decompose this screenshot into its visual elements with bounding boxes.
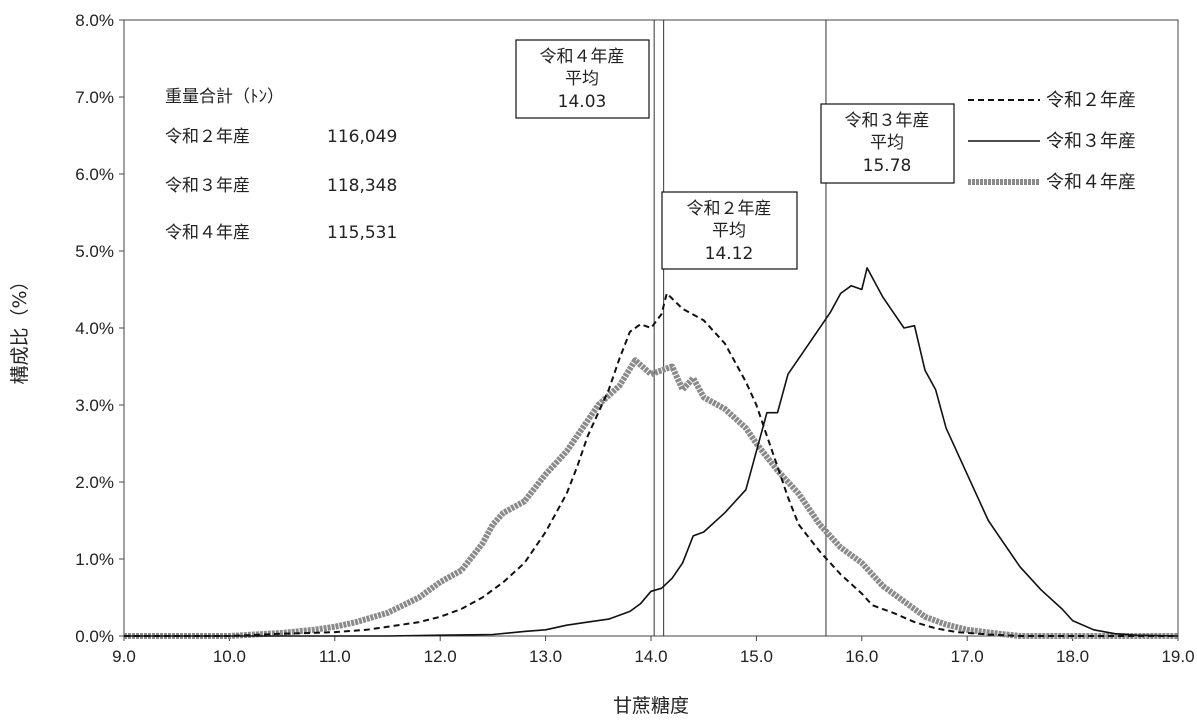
legend: 令和２年産 令和３年産 令和４年産: [968, 90, 1136, 193]
y-tick-label: 0.0%: [75, 627, 114, 646]
y-axis-title: 構成比（%）: [9, 271, 31, 384]
plot-area: [123, 19, 1179, 637]
x-tick-label: 18.0: [1056, 647, 1089, 666]
totals-block: 重量合計（ﾄﾝ） 令和２年産 116,049 令和３年産 118,348 令和４…: [165, 87, 397, 243]
y-tick-label: 3.0%: [75, 396, 114, 415]
annotation-label: 平均: [712, 221, 746, 241]
y-axis: 0.0% 1.0% 2.0% 3.0% 4.0% 5.0% 6.0% 7.0% 8.0%: [75, 11, 124, 646]
x-axis: 9.0 10.0 11.0 12.0 13.0 14.0 15.0 16.0 17.0 18.0 1…: [112, 636, 1195, 666]
x-tick-label: 10.0: [213, 647, 246, 666]
totals-row-label: 令和３年産: [165, 176, 250, 196]
y-tick-label: 1.0%: [75, 550, 114, 569]
annotation-label: 平均: [565, 69, 599, 89]
annotation-box: [820, 103, 955, 184]
x-tick-label: 17.0: [951, 647, 984, 666]
annotation-label: 令和２年産: [687, 199, 772, 219]
totals-title: 重量合計（ﾄﾝ）: [165, 87, 284, 107]
annotation-label: 令和３年産: [845, 111, 930, 131]
totals-row-value: 118,348: [327, 176, 397, 196]
x-tick-label: 16.0: [845, 647, 878, 666]
annotation-r4-average: 令和４年産 平均 14.03: [515, 39, 650, 119]
annotation-box: [515, 39, 650, 119]
series-line-r3: [124, 267, 1179, 637]
x-axis-title: 甘蔗糖度: [613, 695, 689, 717]
y-tick-label: 6.0%: [75, 165, 114, 184]
y-tick-label: 7.0%: [75, 88, 114, 107]
totals-row-value: 115,531: [327, 223, 397, 243]
legend-label: 令和３年産: [1046, 131, 1136, 152]
y-tick-label: 5.0%: [75, 242, 114, 261]
totals-row-value: 116,049: [327, 127, 397, 147]
totals-row-label: 令和４年産: [165, 223, 250, 243]
y-tick-label: 8.0%: [75, 11, 114, 30]
annotation-r3-average: 令和３年産 平均 15.78: [820, 103, 955, 184]
x-tick-label: 11.0: [319, 647, 351, 666]
x-tick-label: 15.0: [740, 647, 773, 666]
annotation-value: 14.03: [558, 92, 607, 112]
y-tick-label: 2.0%: [75, 473, 114, 492]
annotation-r2-average: 令和２年産 平均 14.12: [661, 191, 798, 270]
annotation-value: 14.12: [705, 244, 754, 264]
legend-label: 令和２年産: [1046, 90, 1136, 111]
annotation-value: 15.78: [863, 156, 912, 176]
annotation-label: 平均: [870, 133, 904, 153]
annotation-box: [661, 191, 798, 270]
x-tick-label: 9.0: [112, 647, 136, 666]
annotation-label: 令和４年産: [540, 47, 625, 67]
y-tick-label: 4.0%: [75, 319, 114, 338]
x-tick-label: 14.0: [634, 647, 667, 666]
legend-label: 令和４年産: [1046, 172, 1136, 193]
series-layer: [124, 267, 1179, 639]
totals-row-label: 令和２年産: [165, 127, 250, 147]
series-line-r4: [124, 357, 1178, 639]
x-tick-label: 19.0: [1161, 647, 1194, 666]
x-tick-label: 13.0: [529, 647, 562, 666]
x-tick-label: 12.0: [424, 647, 457, 666]
